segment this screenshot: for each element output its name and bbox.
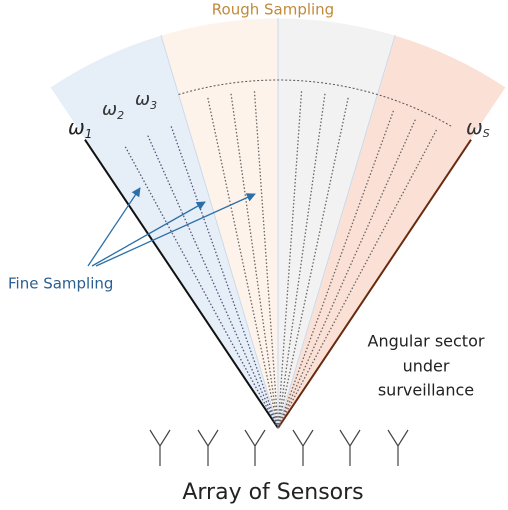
sectors	[49, 17, 507, 429]
sensor	[244, 429, 266, 466]
sector-label: under	[403, 357, 450, 376]
sensor	[387, 429, 409, 466]
sensors	[149, 429, 409, 466]
fine-line	[277, 97, 349, 429]
sector-label: surveillance	[378, 381, 474, 400]
omega-3: ω3	[135, 89, 157, 112]
omega-s: ωS	[466, 115, 490, 141]
fine-line	[170, 126, 279, 429]
rough-arc	[178, 79, 453, 128]
fine-line	[230, 93, 279, 429]
footer: Array of Sensors	[182, 480, 363, 505]
fine-line	[277, 90, 303, 429]
fine-line	[277, 129, 438, 429]
arrow	[95, 193, 256, 267]
omega-1: ω1	[68, 115, 92, 141]
sensor	[292, 429, 314, 466]
arrows	[87, 187, 256, 267]
fine-line	[277, 93, 326, 429]
title: Rough Sampling	[212, 1, 334, 19]
sensor	[149, 429, 171, 466]
fine-line	[277, 118, 417, 429]
sector-edge	[84, 139, 279, 429]
fine-line	[207, 97, 279, 429]
fine-line	[124, 146, 279, 429]
fine-label: Fine Sampling	[8, 275, 113, 293]
fine-line	[277, 110, 395, 429]
arrow	[87, 187, 141, 267]
fine-line	[253, 90, 279, 429]
arrow	[91, 201, 206, 267]
fine-lines	[124, 79, 453, 429]
sector-label: Angular sector	[368, 332, 485, 351]
divider	[277, 34, 396, 429]
omega-2: ω2	[102, 99, 124, 122]
fine-line	[147, 135, 279, 429]
sensor	[339, 429, 361, 466]
sensor	[197, 429, 219, 466]
divider	[160, 34, 279, 429]
sector-edge	[277, 139, 472, 429]
